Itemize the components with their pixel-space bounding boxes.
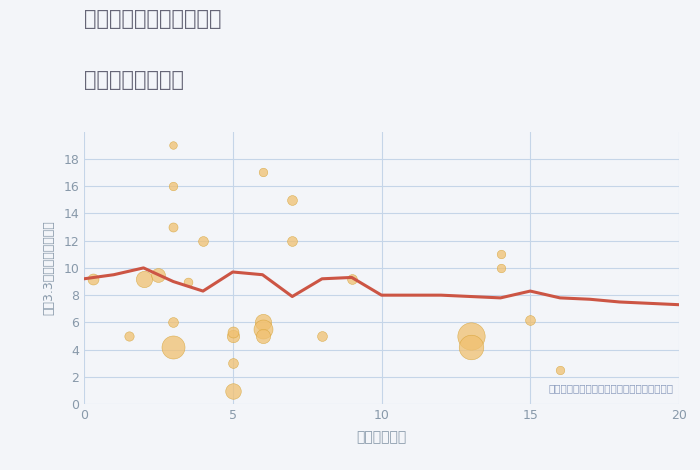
Point: [257, 319, 268, 326]
Point: [183, 278, 194, 285]
Point: [227, 332, 238, 340]
Text: 円の大きさは、取引のあった物件面積を示す: 円の大きさは、取引のあった物件面積を示す: [548, 384, 673, 393]
Point: [554, 367, 566, 374]
Point: [257, 169, 268, 176]
Point: [495, 251, 506, 258]
Point: [287, 237, 298, 244]
Point: [123, 332, 134, 340]
Point: [227, 387, 238, 394]
Point: [168, 141, 179, 149]
Point: [138, 275, 149, 282]
Point: [257, 332, 268, 340]
Y-axis label: 坪（3.3㎡）単価（万円）: 坪（3.3㎡）単価（万円）: [42, 220, 55, 315]
Text: 駅距離別土地価格: 駅距離別土地価格: [84, 70, 184, 91]
Point: [495, 264, 506, 272]
Point: [168, 343, 179, 351]
Point: [346, 275, 357, 282]
Point: [257, 325, 268, 333]
Point: [316, 332, 328, 340]
Point: [227, 328, 238, 336]
Text: 三重県四日市市平津町の: 三重県四日市市平津町の: [84, 9, 221, 30]
X-axis label: 駅距離（分）: 駅距離（分）: [356, 431, 407, 445]
Point: [88, 275, 99, 282]
Point: [197, 237, 209, 244]
Point: [153, 271, 164, 278]
Point: [287, 196, 298, 204]
Point: [465, 343, 476, 351]
Point: [168, 319, 179, 326]
Point: [168, 182, 179, 190]
Point: [525, 316, 536, 323]
Point: [465, 332, 476, 340]
Point: [227, 360, 238, 367]
Point: [168, 223, 179, 231]
